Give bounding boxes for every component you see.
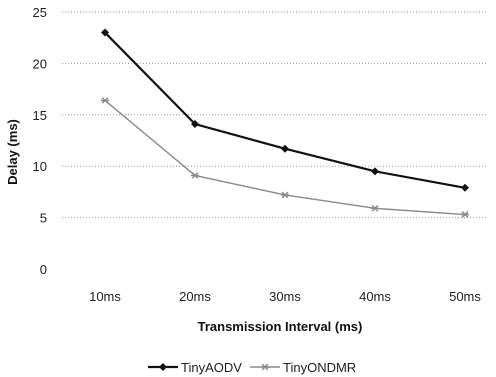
data-point-tinyondmr bbox=[461, 211, 469, 218]
legend-item-tinyaodv: TinyAODV bbox=[148, 360, 242, 375]
x-tick-label: 50ms bbox=[449, 289, 481, 304]
data-point-tinyaodv bbox=[281, 144, 289, 153]
data-point-tinyondmr bbox=[281, 191, 289, 199]
legend: TinyAODV TinyONDMR bbox=[148, 360, 356, 375]
legend-marker bbox=[159, 363, 167, 371]
data-point-tinyaodv bbox=[371, 167, 379, 176]
y-tick-label: 20 bbox=[33, 56, 47, 71]
legend-marker bbox=[261, 363, 269, 371]
y-tick-label: 10 bbox=[33, 159, 47, 174]
data-point-tinyaodv bbox=[461, 183, 469, 192]
y-tick-label: 5 bbox=[40, 211, 47, 226]
data-point-tinyaodv bbox=[101, 28, 109, 37]
data-point-tinyondmr bbox=[371, 205, 379, 212]
series-line-tinyondmr bbox=[104, 99, 466, 216]
legend-label: TinyAODV bbox=[181, 360, 242, 375]
x-tick-label: 40ms bbox=[359, 289, 391, 304]
y-tick-label: 0 bbox=[40, 262, 47, 277]
y-axis-ticks: 0 5 10 15 20 25 bbox=[33, 5, 47, 277]
x-tick-label: 20ms bbox=[179, 289, 211, 304]
x-axis-ticks: 10ms 20ms 30ms 40ms 50ms bbox=[89, 289, 481, 304]
gridlines bbox=[62, 11, 488, 219]
y-tick-label: 25 bbox=[33, 5, 47, 20]
x-tick-label: 30ms bbox=[269, 289, 301, 304]
data-point-tinyondmr bbox=[101, 97, 109, 104]
series-lines bbox=[101, 28, 469, 218]
legend-item-tinyondmr: TinyONDMR bbox=[250, 360, 356, 375]
data-point-tinyaodv bbox=[191, 120, 199, 129]
data-point-tinyondmr bbox=[191, 172, 199, 179]
y-axis-label: Delay (ms) bbox=[5, 119, 20, 185]
legend-label: TinyONDMR bbox=[283, 360, 356, 375]
series-line-tinyaodv bbox=[104, 31, 466, 189]
x-tick-label: 10ms bbox=[89, 289, 121, 304]
x-axis-label: Transmission Interval (ms) bbox=[198, 319, 363, 334]
y-tick-label: 15 bbox=[33, 108, 47, 123]
